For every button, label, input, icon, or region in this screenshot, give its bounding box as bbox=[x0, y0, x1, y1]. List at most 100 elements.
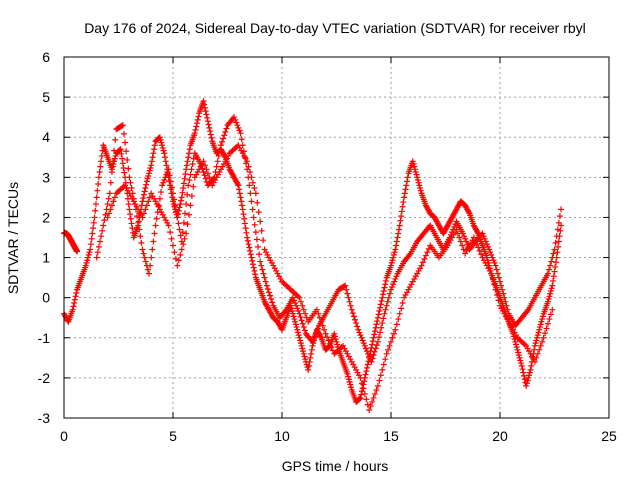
data-point-marker bbox=[148, 158, 155, 165]
data-point-marker bbox=[145, 172, 152, 179]
data-point-marker bbox=[172, 255, 179, 262]
data-point-marker bbox=[295, 308, 302, 315]
data-point-marker bbox=[546, 316, 553, 323]
data-point-marker bbox=[535, 329, 542, 336]
data-point-marker bbox=[357, 332, 364, 339]
data-point-marker bbox=[127, 179, 134, 186]
data-point-marker bbox=[515, 349, 522, 356]
data-point-marker bbox=[185, 154, 192, 161]
data-point-marker bbox=[389, 283, 396, 290]
data-point-marker bbox=[380, 287, 387, 294]
data-point-marker bbox=[207, 128, 214, 135]
data-point-marker bbox=[201, 101, 208, 108]
data-point-marker bbox=[296, 334, 303, 341]
data-point-marker bbox=[492, 262, 499, 269]
data-point-marker bbox=[182, 170, 189, 177]
data-point-marker bbox=[127, 211, 134, 218]
data-point-marker bbox=[388, 262, 394, 269]
data-point-marker bbox=[544, 270, 551, 277]
data-point-marker bbox=[487, 249, 494, 256]
data-point-marker bbox=[220, 135, 227, 142]
data-point-marker bbox=[374, 318, 381, 325]
data-point-marker bbox=[170, 190, 176, 197]
data-point-marker bbox=[295, 332, 302, 339]
data-point-marker bbox=[259, 266, 266, 273]
data-point-marker bbox=[98, 158, 105, 165]
data-point-marker bbox=[180, 219, 187, 226]
data-point-marker bbox=[501, 294, 508, 301]
data-point-marker bbox=[147, 262, 154, 269]
data-point-marker bbox=[177, 232, 184, 239]
data-point-marker bbox=[488, 270, 495, 277]
data-point-marker bbox=[490, 257, 497, 264]
data-point-marker bbox=[104, 214, 111, 221]
data-point-marker bbox=[108, 202, 115, 209]
data-point-marker bbox=[410, 160, 417, 167]
data-point-marker bbox=[296, 310, 303, 317]
data-point-marker bbox=[539, 316, 546, 323]
data-point-marker bbox=[300, 324, 307, 331]
data-point-marker bbox=[382, 306, 389, 313]
data-point-marker bbox=[184, 158, 191, 165]
data-point-marker bbox=[144, 266, 151, 273]
data-point-marker bbox=[380, 361, 387, 368]
data-point-marker bbox=[478, 251, 485, 258]
data-point-marker bbox=[364, 348, 371, 355]
data-point-marker bbox=[140, 195, 147, 202]
data-point-marker bbox=[379, 366, 386, 373]
data-point-marker bbox=[159, 144, 166, 151]
data-point-marker bbox=[86, 249, 93, 256]
data-point-marker bbox=[99, 227, 106, 234]
data-point-marker bbox=[83, 259, 90, 266]
x-tick-label: 15 bbox=[383, 428, 399, 444]
data-point-marker bbox=[262, 278, 269, 285]
data-point-marker bbox=[360, 340, 367, 347]
data-point-marker bbox=[258, 262, 265, 269]
data-point-marker bbox=[107, 179, 114, 186]
data-point-marker bbox=[453, 226, 460, 233]
data-point-marker bbox=[376, 377, 383, 384]
data-point-marker bbox=[539, 338, 546, 345]
data-point-marker bbox=[354, 323, 361, 330]
data-point-marker bbox=[240, 211, 247, 218]
data-point-marker bbox=[356, 329, 363, 336]
data-point-marker bbox=[537, 342, 544, 349]
data-point-marker bbox=[171, 203, 178, 210]
y-tick-label: -2 bbox=[38, 370, 51, 386]
data-point-marker bbox=[297, 298, 304, 305]
data-point-marker bbox=[301, 327, 308, 334]
data-point-marker bbox=[374, 338, 381, 345]
data-point-marker bbox=[98, 152, 105, 159]
data-point-marker bbox=[547, 311, 554, 318]
data-point-marker bbox=[377, 329, 384, 336]
data-point-marker bbox=[180, 180, 187, 187]
data-point-marker bbox=[498, 282, 505, 289]
data-point-marker bbox=[371, 348, 378, 355]
data-point-marker bbox=[491, 259, 498, 266]
data-point-marker bbox=[537, 321, 544, 328]
data-point-marker bbox=[149, 246, 156, 253]
data-point-marker bbox=[120, 130, 127, 137]
data-point-marker bbox=[216, 147, 223, 154]
data-point-marker bbox=[357, 394, 364, 401]
data-point-marker bbox=[403, 178, 410, 185]
data-point-marker bbox=[143, 181, 150, 188]
data-point-marker bbox=[550, 250, 557, 257]
data-point-marker bbox=[188, 193, 195, 200]
series-group bbox=[93, 114, 565, 365]
data-point-marker bbox=[213, 163, 220, 170]
data-point-marker bbox=[95, 243, 102, 250]
data-point-marker bbox=[492, 286, 499, 293]
data-point-marker bbox=[156, 134, 163, 141]
data-point-marker bbox=[345, 294, 352, 301]
data-point-marker bbox=[176, 226, 183, 233]
data-point-marker bbox=[534, 334, 541, 341]
data-point-marker bbox=[251, 267, 258, 274]
data-point-marker bbox=[241, 215, 248, 222]
data-point-marker bbox=[255, 209, 262, 216]
data-point-marker bbox=[421, 255, 428, 262]
data-point-marker bbox=[96, 238, 103, 245]
data-point-marker bbox=[294, 326, 301, 333]
data-point-marker bbox=[394, 234, 401, 241]
data-point-marker bbox=[164, 168, 171, 175]
